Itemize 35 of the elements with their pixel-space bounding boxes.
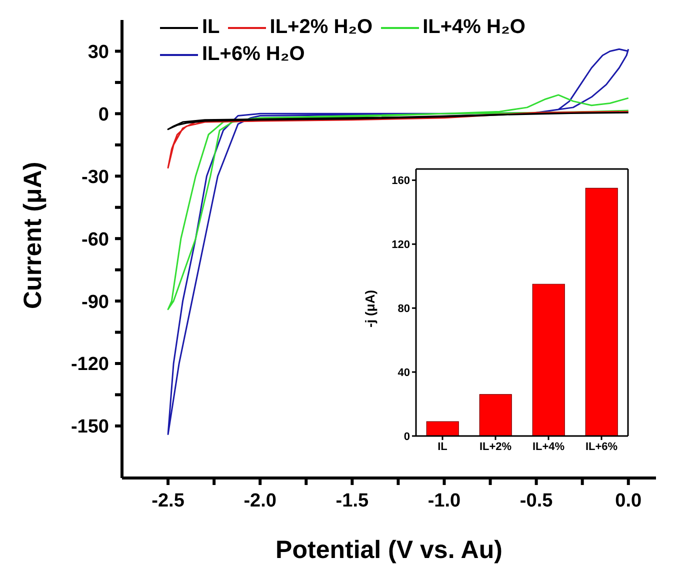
y-tick-label: 40: [398, 366, 410, 379]
line-series: [167, 112, 630, 130]
bar: [479, 394, 512, 436]
x-tick-label: 0.0: [615, 490, 642, 512]
x-tick-label: -2.5: [152, 490, 185, 512]
legend-label: IL: [202, 16, 220, 39]
bar: [585, 188, 618, 436]
x-axis-title: Potential (V vs. Au): [276, 536, 502, 564]
y-axis-title: -j (μA): [362, 290, 378, 328]
x-tick-label: -1.0: [428, 490, 461, 512]
y-tick-label: 120: [392, 239, 410, 252]
legend-label: IL+2% H₂O: [270, 16, 373, 39]
y-tick-label: 0: [404, 430, 410, 443]
x-tick-label: -1.5: [336, 490, 369, 512]
line-series: [167, 110, 630, 169]
y-tick-label: -90: [82, 292, 109, 313]
x-tick-label: IL+6%: [585, 440, 618, 453]
bar: [532, 284, 565, 436]
y-tick-label: 80: [398, 303, 410, 315]
bar: [426, 421, 459, 436]
y-tick-label: -60: [82, 229, 109, 250]
y-axis-title: Current (μA): [18, 162, 47, 309]
y-tick-label: 0: [98, 104, 109, 126]
legend-label: IL+6% H₂O: [202, 43, 305, 66]
x-tick-label: IL+4%: [532, 440, 565, 453]
y-tick-label: -150: [70, 416, 109, 438]
x-tick-label: IL+2%: [479, 440, 512, 453]
x-tick-label: -0.5: [520, 490, 554, 512]
y-tick-label: -30: [82, 166, 109, 188]
y-tick-label: -120: [70, 354, 109, 376]
y-tick-label: 30: [88, 42, 109, 63]
x-tick-label: -2.0: [244, 490, 276, 512]
x-tick-label: IL: [438, 440, 448, 453]
legend-label: IL+4% H₂O: [422, 16, 526, 39]
y-tick-label: 160: [392, 175, 410, 188]
